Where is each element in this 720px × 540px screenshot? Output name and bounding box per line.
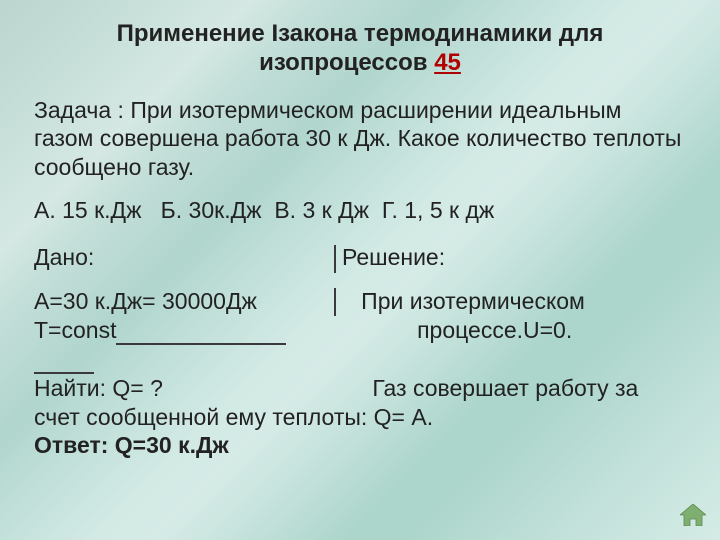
solution-line3: Газ совершает работу за xyxy=(372,375,638,401)
title-number: 45 xyxy=(434,49,461,76)
problem-text: Задача : При изотермическом расширении и… xyxy=(34,96,686,182)
given-line2: Т=const xyxy=(34,317,116,343)
underline-segment xyxy=(116,343,286,345)
vertical-separator xyxy=(334,288,336,316)
answer-options: А. 15 к.Дж Б. 30к.Дж В. 3 к Дж Г. 1, 5 к… xyxy=(34,196,686,225)
home-icon xyxy=(680,504,706,526)
given-line3: Найти: Q= ? xyxy=(34,375,163,401)
title-line2-prefix: изопроцессов xyxy=(259,49,434,76)
solution-line2: процессе.U=0. xyxy=(417,317,572,343)
answer-line: Ответ: Q=30 к.Дж xyxy=(34,431,686,460)
solution-tail: счет сообщенной ему теплоты: Q= А. xyxy=(34,403,686,432)
solution-line1: При изотермическом xyxy=(361,288,585,314)
worked-solution: Дано: Решение: А=30 к.Дж= 30000Дж При из… xyxy=(34,243,686,461)
title-line1: Применение Iзакона термодинамики для xyxy=(117,20,604,47)
slide: Применение Iзакона термодинамики для изо… xyxy=(0,0,720,540)
home-button[interactable] xyxy=(680,504,706,526)
slide-title: Применение Iзакона термодинамики для изо… xyxy=(34,20,686,78)
vertical-separator xyxy=(334,245,336,273)
solution-label: Решение: xyxy=(342,244,445,270)
given-label: Дано: xyxy=(34,244,94,270)
given-line1: А=30 к.Дж= 30000Дж xyxy=(34,288,257,314)
